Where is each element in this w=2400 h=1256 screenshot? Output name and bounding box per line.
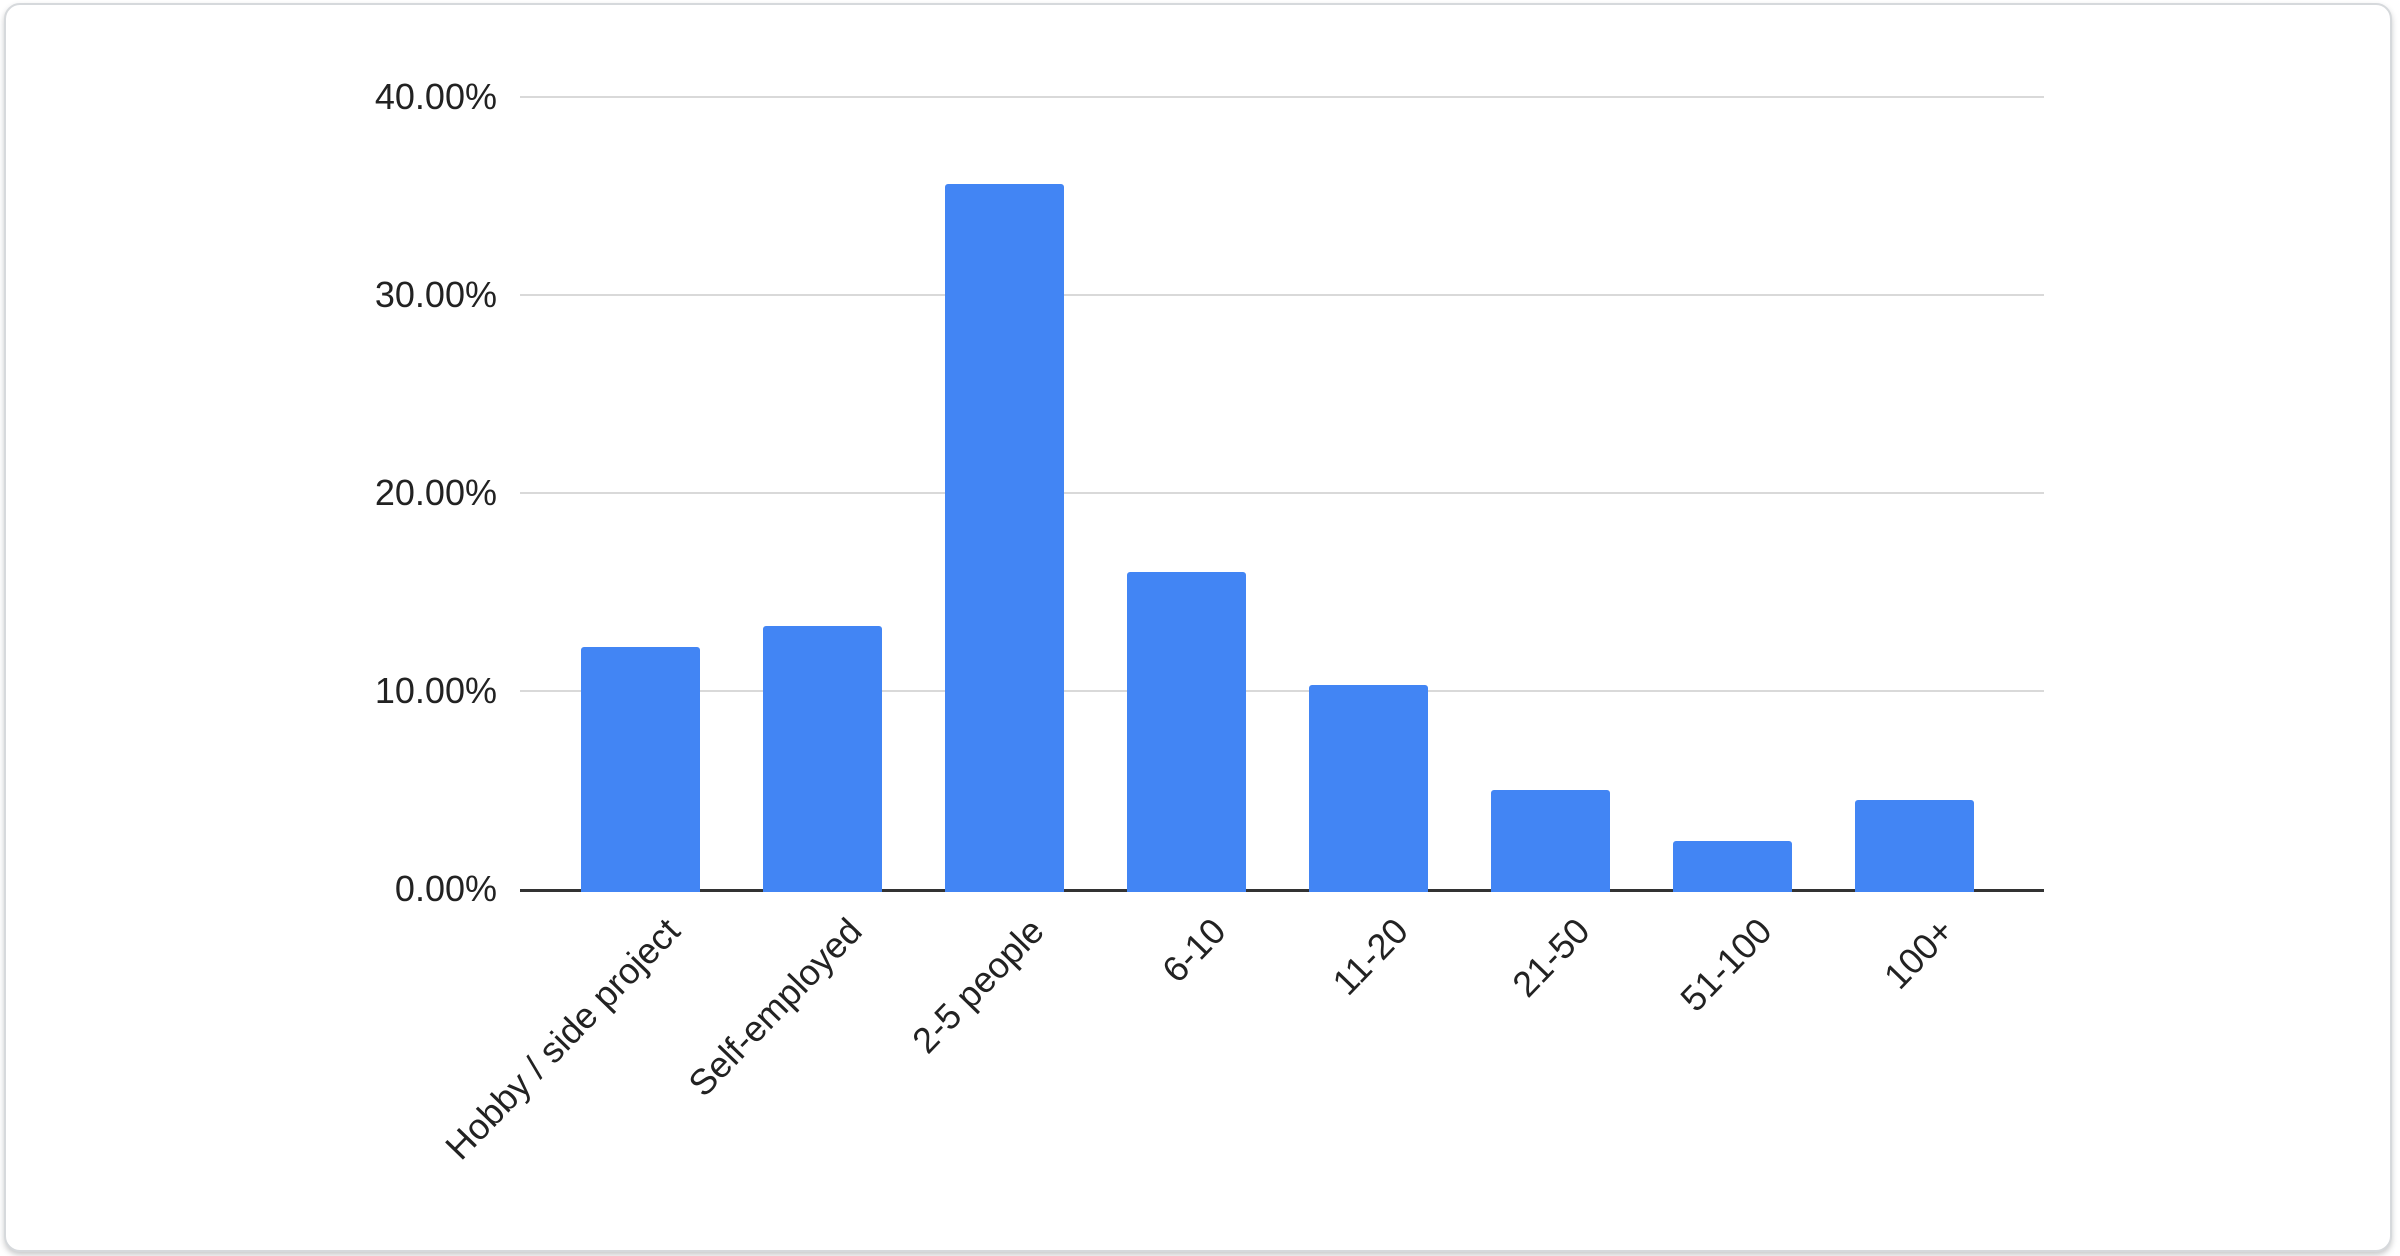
x-axis-category-label: 100+ xyxy=(1875,910,1962,997)
bar-cell xyxy=(731,97,913,892)
bar-chart: 40.00% 30.00% 20.00% 10.00% 0.00% Hobby / si… xyxy=(6,5,2390,1250)
x-axis-category-label: 51-100 xyxy=(1672,910,1780,1020)
bar-cell xyxy=(913,97,1095,892)
bar-hobby-side-project xyxy=(580,647,700,892)
bar-6-10 xyxy=(1126,572,1246,892)
bar-cell xyxy=(1095,97,1277,892)
x-axis-category-label: 6-10 xyxy=(1153,910,1234,991)
bars-group xyxy=(549,97,2005,892)
x-axis-line xyxy=(520,889,2044,892)
bar-2-5-people xyxy=(944,184,1064,892)
y-axis-tick-label: 0.00% xyxy=(394,868,497,909)
x-axis-category-label: 11-20 xyxy=(1323,910,1416,1003)
bar-cell xyxy=(1459,97,1641,892)
bar-cell xyxy=(1641,97,1823,892)
bar-51-100 xyxy=(1672,841,1792,892)
gridline-10 xyxy=(520,690,2044,692)
bar-100 xyxy=(1854,800,1974,892)
y-axis-tick-label: 10.00% xyxy=(374,670,497,711)
bar-11-20 xyxy=(1308,685,1428,892)
y-axis-tick-label: 20.00% xyxy=(374,472,497,513)
chart-card: 40.00% 30.00% 20.00% 10.00% 0.00% Hobby / si… xyxy=(4,3,2392,1252)
bar-self-employed xyxy=(762,626,882,892)
gridline-20 xyxy=(520,492,2044,494)
bar-cell xyxy=(549,97,731,892)
bar-cell xyxy=(1277,97,1459,892)
x-axis-category-label: Self-employed xyxy=(680,910,870,1105)
bar-21-50 xyxy=(1490,790,1610,892)
bar-cell xyxy=(1823,97,2005,892)
y-axis-tick-label: 30.00% xyxy=(374,274,497,315)
gridline-40 xyxy=(520,96,2044,98)
y-axis-tick-label: 40.00% xyxy=(374,76,497,117)
gridline-30 xyxy=(520,294,2044,296)
x-axis-category-label: Hobby / side project xyxy=(436,910,688,1168)
x-axis-category-label: 2-5 people xyxy=(903,910,1052,1061)
x-axis-category-label: 21-50 xyxy=(1504,910,1598,1005)
plot-area xyxy=(520,96,2044,892)
